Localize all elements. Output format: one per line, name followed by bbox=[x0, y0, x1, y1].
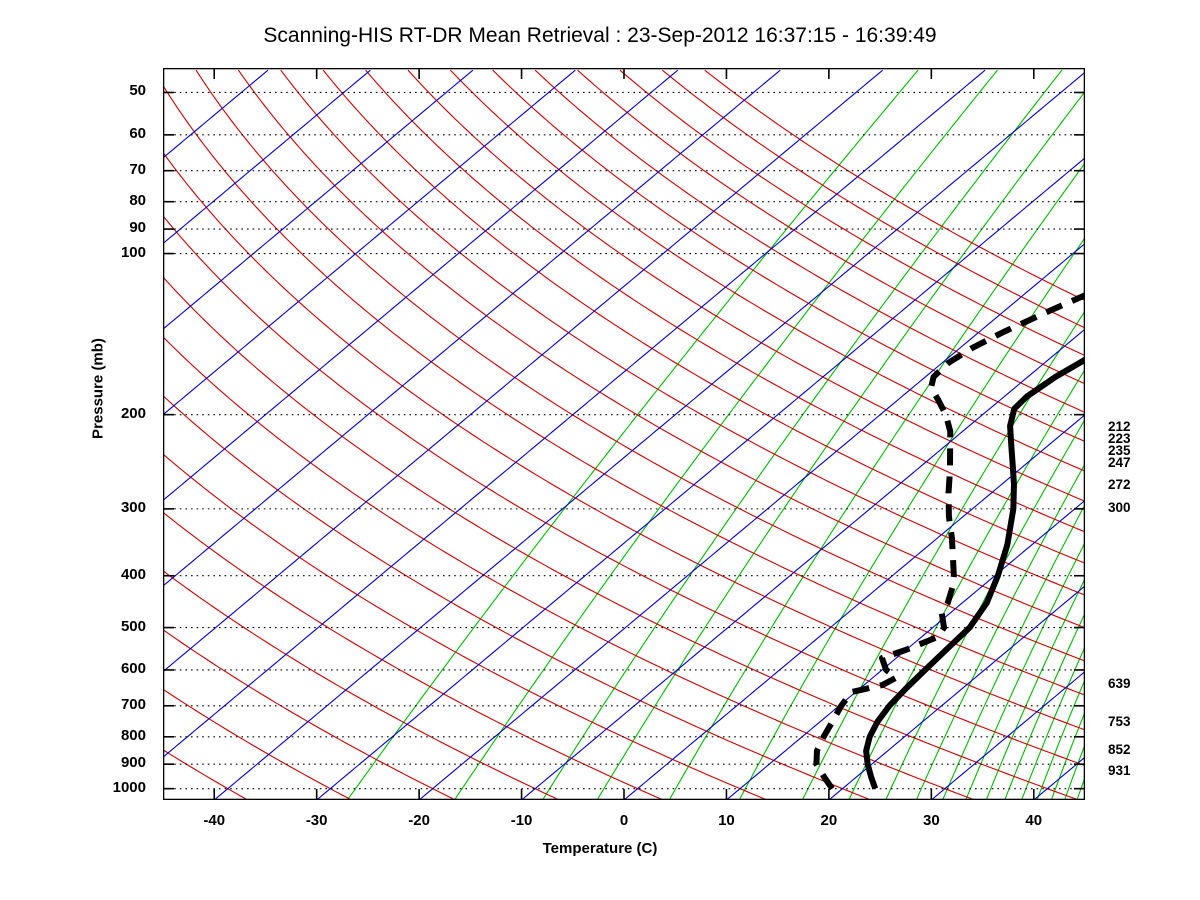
right-level-label-247: 247 bbox=[1108, 454, 1131, 470]
profile-series bbox=[813, 291, 1085, 791]
temperature-tick--10: -10 bbox=[510, 812, 533, 829]
y-axis-label: Pressure (mb) bbox=[89, 338, 107, 439]
pressure-tick-90: 90 bbox=[129, 219, 146, 237]
temperature-tick--30: -30 bbox=[305, 812, 328, 829]
right-level-label-300: 300 bbox=[1108, 499, 1131, 515]
pressure-tick-400: 400 bbox=[120, 565, 146, 583]
temperature-tick-30: 30 bbox=[922, 812, 940, 829]
right-level-label-235: 235 bbox=[1108, 443, 1131, 459]
pressure-tick-300: 300 bbox=[120, 498, 146, 516]
pressure-tick-800: 800 bbox=[120, 726, 146, 744]
isobar-gridlines bbox=[163, 91, 1085, 790]
pressure-tick-70: 70 bbox=[129, 160, 146, 178]
temperature-tick--40: -40 bbox=[203, 812, 226, 829]
pressure-tick-100: 100 bbox=[120, 243, 146, 261]
right-level-label-852: 852 bbox=[1108, 742, 1131, 758]
isotherm-lines bbox=[163, 69, 1085, 800]
axis-ticks bbox=[163, 68, 1085, 800]
right-level-label-931: 931 bbox=[1108, 763, 1131, 779]
temperature-tick--20: -20 bbox=[408, 812, 430, 829]
pressure-tick-60: 60 bbox=[129, 124, 146, 142]
right-level-label-223: 223 bbox=[1108, 430, 1131, 446]
pressure-tick-1000: 1000 bbox=[112, 778, 146, 796]
temperature-tick-40: 40 bbox=[1025, 812, 1043, 829]
pressure-tick-50: 50 bbox=[129, 82, 146, 100]
right-level-label-753: 753 bbox=[1108, 713, 1131, 729]
pressure-tick-80: 80 bbox=[129, 191, 146, 209]
right-level-label-212: 212 bbox=[1108, 419, 1131, 435]
temperature-tick-10: 10 bbox=[718, 812, 735, 829]
pressure-tick-600: 600 bbox=[120, 659, 146, 677]
pressure-tick-200: 200 bbox=[120, 404, 146, 422]
pressure-tick-500: 500 bbox=[120, 617, 146, 635]
chart-title: Scanning-HIS RT-DR Mean Retrieval : 23-S… bbox=[263, 24, 937, 47]
x-axis-label: Temperature (C) bbox=[542, 840, 658, 857]
right-level-label-639: 639 bbox=[1108, 675, 1131, 691]
temperature-tick-0: 0 bbox=[619, 812, 629, 829]
plot-svg bbox=[163, 68, 1085, 800]
right-level-label-272: 272 bbox=[1108, 477, 1131, 493]
plot-area bbox=[163, 68, 1085, 800]
plot-border bbox=[163, 68, 1085, 800]
pressure-tick-900: 900 bbox=[120, 754, 146, 772]
temperature-tick-20: 20 bbox=[820, 812, 838, 829]
dry-adiabat-lines bbox=[163, 69, 1085, 800]
pressure-tick-700: 700 bbox=[120, 695, 146, 713]
